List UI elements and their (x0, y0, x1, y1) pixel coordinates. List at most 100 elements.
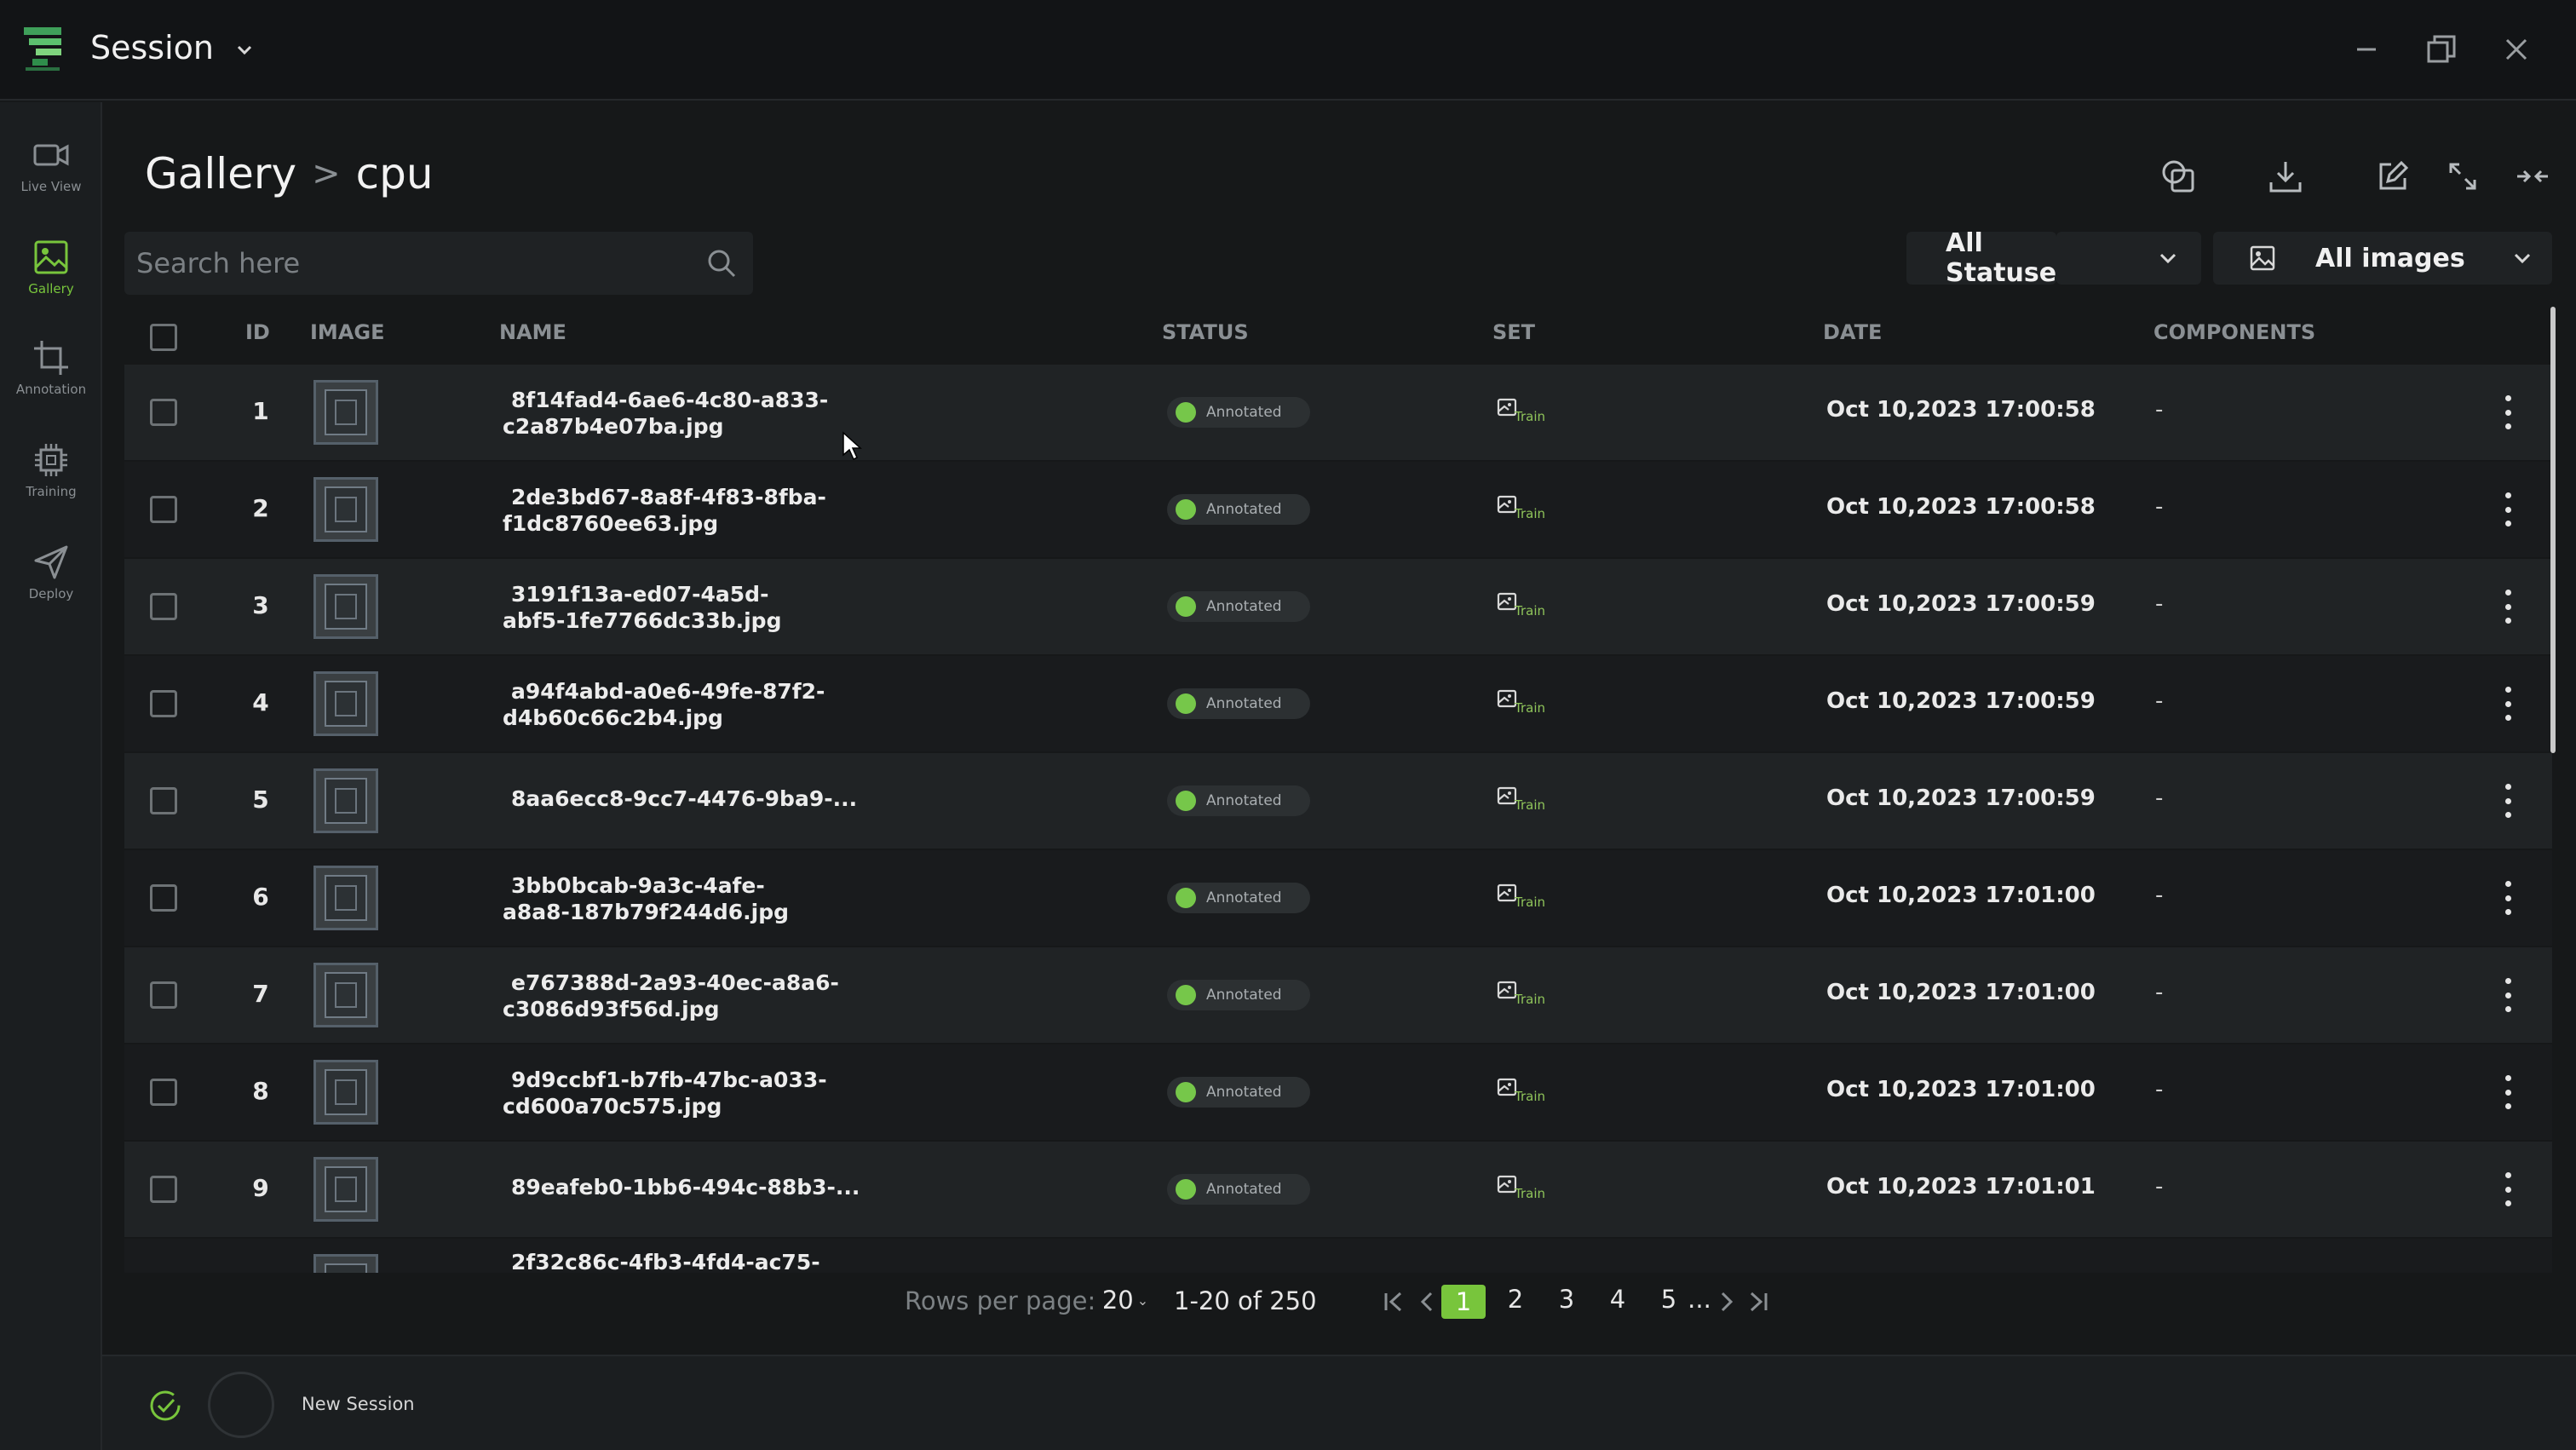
table-header: ID IMAGE NAME STATUS SET DATE COMPONENTS (124, 307, 2552, 358)
column-header-image[interactable]: IMAGE (310, 320, 385, 344)
table-row[interactable]: 5 8aa6ecc8-9cc7-4476-9ba9-... Annotated … (124, 753, 2552, 849)
image-filter-dropdown[interactable]: All images (2213, 232, 2552, 285)
more-options-icon[interactable] (2491, 780, 2525, 821)
row-checkbox[interactable] (150, 593, 177, 620)
expand-button[interactable] (2440, 153, 2486, 199)
image-thumbnail[interactable] (313, 963, 378, 1027)
table-row[interactable]: 6 3bb0bcab-9a3c-4afe-a8a8-187b79f244d6.j… (124, 850, 2552, 946)
new-session-label[interactable]: New Session (302, 1394, 415, 1414)
row-date: Oct 10,2023 17:01:00 (1826, 980, 2096, 1005)
chevron-down-icon[interactable] (232, 37, 257, 63)
breadcrumb-gallery[interactable]: Gallery (145, 149, 297, 199)
page-button-5[interactable]: 5 (1660, 1285, 1677, 1314)
table-row[interactable]: 8 9d9ccbf1-b7fb-47bc-a033- cd600a70c575.j… (124, 1044, 2552, 1140)
image-set-icon (1497, 786, 1517, 805)
row-checkbox[interactable] (150, 496, 177, 523)
page-button-4[interactable]: 4 (1609, 1285, 1626, 1314)
row-checkbox[interactable] (150, 1176, 177, 1203)
first-page-icon[interactable] (1380, 1286, 1407, 1317)
more-options-icon[interactable] (2491, 975, 2525, 1016)
image-thumbnail[interactable] (313, 671, 378, 736)
row-checkbox[interactable] (150, 981, 177, 1009)
last-page-icon[interactable] (1745, 1286, 1772, 1317)
rows-per-page-select[interactable]: 20 ⌄ (1094, 1278, 1157, 1322)
row-checkbox[interactable] (150, 690, 177, 717)
compare-button[interactable] (2155, 153, 2201, 199)
restore-button[interactable] (2418, 26, 2465, 73)
more-options-icon[interactable] (2491, 586, 2525, 627)
page-ellipsis: ... (1688, 1285, 1711, 1314)
status-badge: Annotated (1167, 1077, 1310, 1108)
row-components: - (2155, 494, 2164, 520)
table-row[interactable]: 7 e767388d-2a93-40ec-a8a6- c3086d93f56d.j… (124, 947, 2552, 1043)
breadcrumb-separator: > (312, 154, 341, 193)
image-set-icon (1497, 495, 1517, 514)
column-header-id[interactable]: ID (245, 320, 270, 344)
page-button-3[interactable]: 3 (1558, 1285, 1575, 1314)
minimize-button[interactable] (2343, 26, 2390, 73)
status-badge: Annotated (1167, 883, 1310, 913)
column-header-set[interactable]: SET (1492, 320, 1536, 344)
table-row[interactable]: 4 a94f4abd-a0e6-49fe-87f2- d4b60c66c2b4.j… (124, 656, 2552, 751)
column-header-status[interactable]: STATUS (1162, 320, 1249, 344)
table-row[interactable]: 2 2de3bd67-8a8f-4f83-8fba-f1dc8760ee63.j… (124, 462, 2552, 557)
set-tag: Train (1496, 494, 1564, 528)
row-name: 89eafeb0-1bb6-494c-88b3-... (511, 1175, 860, 1200)
previous-page-icon[interactable] (1414, 1286, 1441, 1317)
close-button[interactable] (2493, 26, 2540, 73)
column-header-date[interactable]: DATE (1823, 320, 1883, 344)
rows-per-page-label: Rows per page: (905, 1286, 1096, 1315)
collapse-panel-button[interactable] (2510, 153, 2556, 199)
select-all-checkbox[interactable] (150, 324, 177, 351)
more-options-icon[interactable] (2491, 683, 2525, 724)
rail-item-training[interactable]: Training (0, 429, 102, 523)
more-options-icon[interactable] (2491, 1072, 2525, 1113)
row-components: - (2155, 1077, 2164, 1102)
more-options-icon[interactable] (2491, 489, 2525, 530)
table-row[interactable]: 2f32c86c-4fb3-4fd4-ac75- (124, 1239, 2552, 1273)
table-row[interactable]: 1 8f14fad4-6ae6-4c80-a833- c2a87b4e07ba.j… (124, 365, 2552, 460)
image-thumbnail[interactable] (313, 1060, 378, 1125)
page-button-1[interactable]: 1 (1441, 1285, 1486, 1319)
status-filter-toggle[interactable] (2056, 232, 2201, 285)
image-thumbnail[interactable] (313, 866, 378, 930)
page-button-2[interactable]: 2 (1507, 1285, 1524, 1314)
table-row[interactable]: 9 89eafeb0-1bb6-494c-88b3-... Annotated … (124, 1142, 2552, 1237)
row-id: 9 (252, 1174, 269, 1202)
rail-item-deploy[interactable]: Deploy (0, 532, 102, 625)
table-scrollbar[interactable] (2550, 307, 2556, 1269)
search-box (124, 232, 753, 295)
row-checkbox[interactable] (150, 1079, 177, 1106)
download-button[interactable] (2263, 153, 2309, 199)
image-thumbnail[interactable] (313, 477, 378, 542)
rail-item-gallery[interactable]: Gallery (0, 227, 102, 320)
next-page-icon[interactable] (1712, 1286, 1739, 1317)
image-thumbnail[interactable] (313, 1157, 378, 1222)
edit-button[interactable] (2370, 153, 2416, 199)
session-title[interactable]: Session (90, 29, 214, 66)
table-row[interactable]: 3 3191f13a-ed07-4a5d-abf5-1fe7766dc33b.j… (124, 559, 2552, 654)
column-header-name[interactable]: NAME (499, 320, 566, 344)
row-components: - (2155, 1174, 2164, 1200)
image-thumbnail[interactable] (313, 1254, 378, 1273)
rail-item-live-view[interactable]: Live View (0, 124, 102, 218)
search-icon[interactable] (705, 247, 738, 279)
scrollbar-thumb[interactable] (2550, 307, 2556, 753)
image-thumbnail[interactable] (313, 768, 378, 833)
more-options-icon[interactable] (2491, 877, 2525, 918)
column-header-components[interactable]: COMPONENTS (2153, 320, 2316, 344)
mouse-cursor-icon (842, 431, 862, 461)
left-rail: Live View Gallery Annotation Training De… (0, 102, 102, 1450)
image-thumbnail[interactable] (313, 574, 378, 639)
session-avatar[interactable] (208, 1372, 274, 1438)
search-input[interactable] (136, 232, 681, 295)
row-id: 3 (252, 591, 269, 619)
more-options-icon[interactable] (2491, 1169, 2525, 1210)
image-thumbnail[interactable] (313, 380, 378, 445)
row-checkbox[interactable] (150, 399, 177, 426)
status-filter-dropdown[interactable]: All Statuses (1906, 228, 2072, 288)
rail-item-annotation[interactable]: Annotation (0, 327, 102, 421)
row-checkbox[interactable] (150, 884, 177, 912)
row-checkbox[interactable] (150, 787, 177, 814)
more-options-icon[interactable] (2491, 392, 2525, 433)
